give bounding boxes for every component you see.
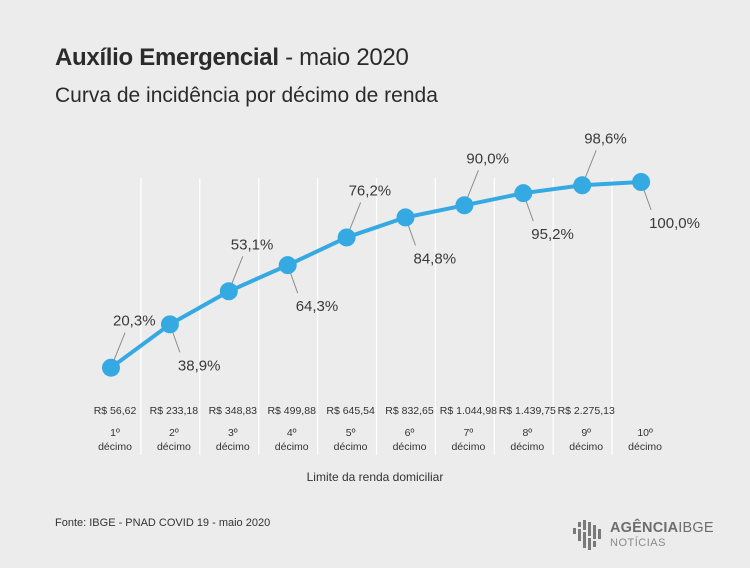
decile-ordinal-label: 2º xyxy=(169,427,179,439)
data-point xyxy=(337,228,356,247)
decile-word-label: décimo xyxy=(569,441,603,453)
data-label: 76,2% xyxy=(349,182,392,199)
decile-word-label: décimo xyxy=(393,441,427,453)
decile-word-label: décimo xyxy=(275,441,309,453)
decile-ordinal-label: 8º xyxy=(522,427,532,439)
title-date: - maio 2020 xyxy=(285,44,409,71)
income-limit-label: R$ 56,62 xyxy=(94,405,137,417)
decile-word-label: décimo xyxy=(216,441,250,453)
income-limit-label: R$ 645,54 xyxy=(326,405,375,417)
data-point xyxy=(573,176,592,195)
title-main: Auxílio Emergencial xyxy=(55,44,279,71)
data-label: 90,0% xyxy=(466,150,509,167)
decile-ordinal-label: 7º xyxy=(464,427,474,439)
data-label: 95,2% xyxy=(531,226,574,243)
data-point xyxy=(455,196,474,215)
income-limit-label: R$ 233,18 xyxy=(150,405,199,417)
data-label: 84,8% xyxy=(414,250,457,267)
chart-title: Auxílio Emergencial - maio 2020 xyxy=(55,44,409,72)
series-line xyxy=(109,180,642,370)
data-point xyxy=(278,256,297,275)
data-point xyxy=(396,208,415,227)
decile-ordinal-label: 10º xyxy=(637,427,653,439)
data-label: 53,1% xyxy=(231,236,274,253)
data-point xyxy=(514,184,533,203)
data-label: 98,6% xyxy=(584,130,627,147)
decile-word-label: décimo xyxy=(334,441,368,453)
data-label: 38,9% xyxy=(178,357,221,374)
ibge-map-icon xyxy=(573,520,601,550)
income-limit-label: R$ 2.275,13 xyxy=(558,405,615,417)
data-point xyxy=(219,282,238,301)
source-note: Fonte: IBGE - PNAD COVID 19 - maio 2020 xyxy=(55,517,271,529)
decile-word-label: décimo xyxy=(98,441,132,453)
data-label: 20,3% xyxy=(113,313,156,330)
logo-brand-bold: AGÊNCIA xyxy=(610,520,679,536)
decile-ordinal-label: 1º xyxy=(110,427,120,439)
decile-ordinal-label: 4º xyxy=(287,427,297,439)
data-point xyxy=(632,173,651,191)
agencia-ibge-logo: AGÊNCIAIBGE NOTÍCIAS xyxy=(572,519,714,553)
data-label: 100,0% xyxy=(649,215,700,232)
decile-word-label: décimo xyxy=(157,441,191,453)
decile-ordinal-label: 9º xyxy=(581,427,591,439)
income-limit-label: R$ 348,83 xyxy=(209,405,258,417)
decile-ordinal-label: 3º xyxy=(228,427,238,439)
data-point xyxy=(102,358,120,377)
income-limit-label: R$ 499,88 xyxy=(267,405,316,417)
decile-word-label: décimo xyxy=(510,441,544,453)
chart-subtitle: Curva de incidência por décimo de renda xyxy=(55,84,438,107)
decile-ordinal-label: 6º xyxy=(405,427,415,439)
logo-subtitle: NOTÍCIAS xyxy=(610,537,666,549)
income-limit-label: R$ 1.439,75 xyxy=(499,405,556,417)
income-limit-label: R$ 1.044,98 xyxy=(440,405,497,417)
decile-word-label: décimo xyxy=(451,441,485,453)
decile-word-label: décimo xyxy=(628,441,662,453)
logo-brand: AGÊNCIAIBGE xyxy=(610,520,714,536)
income-limit-label: R$ 832,65 xyxy=(385,405,434,417)
logo-brand-light: IBGE xyxy=(678,520,714,536)
data-point xyxy=(160,315,179,334)
decile-ordinal-label: 5º xyxy=(346,427,356,439)
data-label: 64,3% xyxy=(296,298,339,315)
x-axis-label: Limite da renda domiciliar xyxy=(307,470,444,484)
